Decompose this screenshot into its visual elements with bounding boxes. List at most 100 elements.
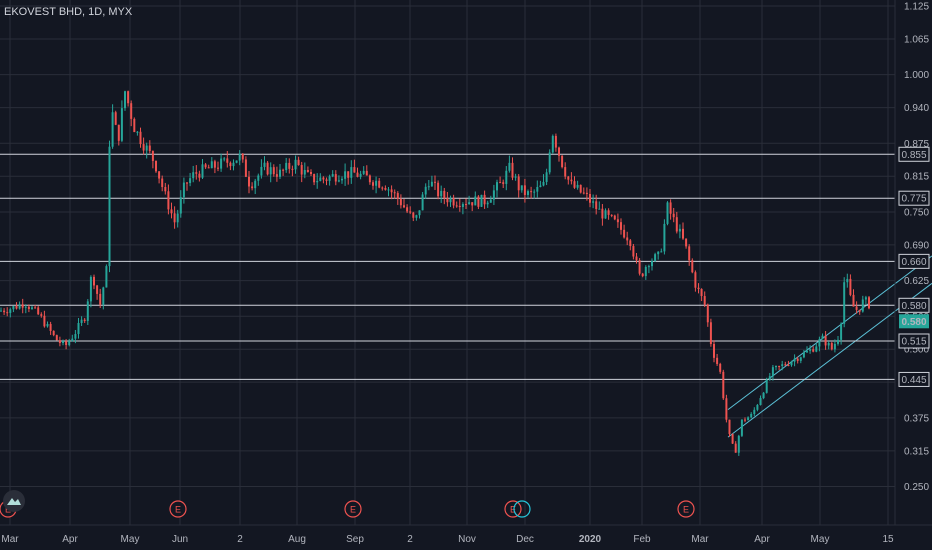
level-price-tag: [898, 146, 930, 162]
time-tick-label: 2020: [579, 534, 602, 545]
price-axis[interactable]: 1.125 1.065 1.000 0.940 0.875 0.815 0.750 0.690…: [904, 2, 929, 494]
candle-body: [489, 199, 492, 203]
candle-body: [248, 176, 250, 187]
candle-body: [303, 169, 306, 175]
candle-body: [861, 299, 864, 312]
earnings-marker-icon[interactable]: [677, 500, 695, 518]
candle-body: [514, 176, 517, 178]
candle-body: [399, 198, 402, 206]
candle-body: [455, 205, 458, 207]
candle-body: [548, 152, 551, 173]
candle-body: [437, 182, 440, 197]
time-tick-label: Nov: [458, 534, 476, 545]
candle-body: [775, 365, 777, 368]
price-tick-label: 0.625: [904, 276, 929, 287]
candle-body: [334, 174, 337, 182]
candle-body: [564, 167, 567, 177]
candle-body: [824, 335, 827, 346]
candle-body: [722, 371, 725, 399]
candle-body: [161, 178, 164, 187]
candle-body: [415, 215, 418, 218]
candle-body: [868, 297, 870, 309]
candle-body: [337, 180, 340, 182]
candle-body: [672, 213, 675, 218]
candle-body: [595, 201, 598, 210]
candle-body: [809, 349, 812, 351]
candle-body: [83, 319, 86, 321]
candle-body: [362, 170, 365, 174]
earnings-marker-icon[interactable]: [344, 500, 362, 518]
price-tick-label: 1.000: [904, 70, 929, 81]
candle-body: [393, 192, 396, 194]
candle-body: [421, 194, 424, 211]
candle-body: [573, 181, 576, 188]
candle-body: [403, 205, 405, 208]
candle-body: [0, 310, 2, 312]
candle-body: [492, 190, 495, 200]
trend-channel[interactable]: [727, 255, 932, 438]
candle-body: [127, 91, 130, 104]
candle-body: [275, 174, 278, 177]
horizontal-levels[interactable]: [0, 153, 895, 380]
candle-body: [613, 215, 616, 220]
candle-body: [341, 178, 343, 181]
candle-body: [762, 392, 765, 399]
candle-body: [790, 361, 793, 366]
time-tick-label: 15: [882, 534, 894, 545]
candle-body: [802, 352, 805, 358]
candle-body: [182, 182, 185, 198]
time-tick-label: May: [811, 534, 830, 545]
candle-body: [784, 364, 787, 366]
candle-body: [192, 172, 195, 179]
price-tick-label: 0.500: [904, 345, 929, 356]
candle-body: [796, 358, 799, 361]
candle-body: [207, 167, 210, 169]
time-tick-label: Dec: [516, 534, 534, 545]
candle-body: [117, 124, 120, 141]
candle-body: [434, 181, 436, 183]
candle-body: [771, 367, 774, 377]
candle-body: [700, 289, 703, 297]
candle-body: [412, 212, 415, 218]
candle-body: [517, 176, 520, 191]
earnings-marker-icon[interactable]: [169, 500, 187, 518]
candle-body: [443, 190, 446, 199]
candle-body: [12, 306, 15, 310]
channel-line[interactable]: [727, 255, 932, 411]
earnings-marker-label: E: [683, 505, 689, 515]
candle-body: [58, 340, 61, 343]
candle-body: [279, 169, 281, 177]
candle-body: [647, 266, 650, 268]
candle-body: [217, 167, 219, 169]
candle-body: [331, 174, 334, 177]
tradingview-logo-icon[interactable]: [3, 490, 25, 512]
earnings-marker-icon[interactable]: [504, 500, 522, 518]
candle-body: [666, 202, 669, 224]
candle-body: [750, 413, 753, 418]
candle-body: [461, 204, 464, 207]
candle-body: [508, 162, 511, 171]
candle-body: [18, 304, 21, 309]
candle-body: [316, 180, 319, 183]
candle-body: [120, 108, 123, 141]
candle-body: [713, 344, 715, 358]
channel-line[interactable]: [727, 282, 932, 438]
candle-body: [768, 376, 771, 380]
dividend-marker-icon[interactable]: [513, 500, 531, 518]
candle-body: [37, 307, 40, 315]
candle-body: [291, 168, 294, 170]
candle-body: [353, 167, 356, 173]
candle-body: [849, 278, 852, 295]
candle-body: [697, 287, 700, 290]
candle-body: [223, 158, 226, 160]
time-tick-label: Aug: [288, 534, 306, 545]
candle-body: [536, 186, 539, 192]
candle-body: [62, 341, 64, 343]
candle-body: [626, 237, 629, 241]
candle-body: [616, 219, 619, 223]
price-axis-tags: 0.855 0.775 0.660 0.580 0.515 0.445 0.580: [898, 146, 930, 387]
time-axis[interactable]: Mar Apr May Jun 2 Aug Sep 2 Nov Dec 2020 Feb Mar Apr M…: [1, 534, 894, 545]
candle-body: [601, 208, 604, 219]
candle-body: [728, 419, 731, 434]
